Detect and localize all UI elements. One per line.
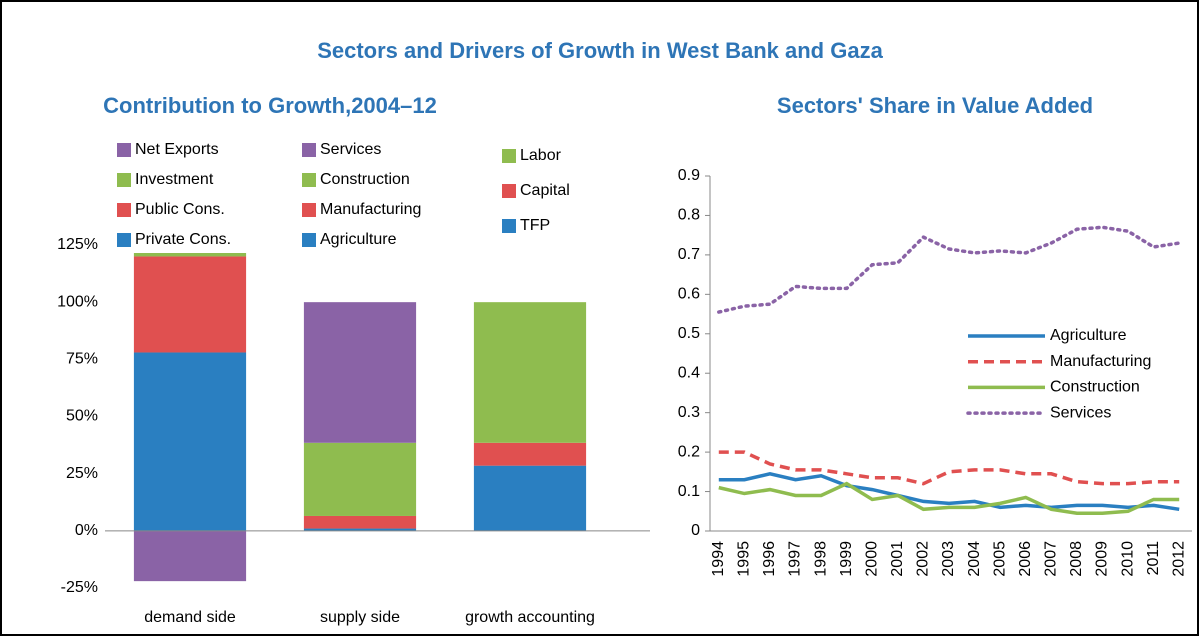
legend-swatch: [117, 173, 131, 187]
bar-segment: [303, 528, 417, 531]
y-tick-label: 0.9: [678, 167, 700, 184]
legend-label: TFP: [520, 217, 550, 234]
y-tick-label: 25%: [66, 465, 98, 482]
chart-title: Contribution to Growth,2004–12: [103, 93, 437, 118]
bar-segment: [303, 515, 417, 529]
bar-segment: [133, 530, 247, 582]
legend-label: Public Cons.: [135, 201, 225, 218]
y-tick-label: 100%: [57, 293, 98, 310]
legend-label: Services: [1050, 404, 1111, 421]
bar-segment: [473, 442, 587, 466]
y-tick-label: 0.3: [678, 404, 700, 421]
legend-label: Services: [320, 141, 381, 158]
line-series: [717, 225, 1181, 314]
bar-segment: [133, 253, 247, 257]
x-tick-label: 1996: [761, 541, 778, 577]
x-tick-label: 2002: [915, 541, 932, 577]
chart-title: Sectors' Share in Value Added: [777, 93, 1093, 118]
legend-label: Manufacturing: [1050, 353, 1151, 370]
legend-swatch: [302, 233, 316, 247]
legend-label: Construction: [320, 171, 410, 188]
x-tick-label: 2011: [1145, 541, 1162, 576]
x-tick-label: 2003: [940, 541, 957, 577]
legend-label: Net Exports: [135, 141, 219, 158]
x-tick-label: 2012: [1170, 541, 1187, 577]
legend-swatch: [302, 203, 316, 217]
legend-label: Private Cons.: [135, 231, 231, 248]
legend-swatch: [117, 143, 131, 157]
y-tick-label: 50%: [66, 408, 98, 425]
legend-swatch: [302, 173, 316, 187]
legend-label: Agriculture: [320, 231, 397, 248]
x-tick-label: 1997: [787, 541, 804, 577]
y-tick-label: 0.7: [678, 246, 700, 263]
line-series: [718, 450, 1180, 486]
y-tick-label: 0.2: [678, 443, 700, 460]
legend-swatch: [502, 184, 516, 198]
y-tick-label: 0.6: [678, 286, 700, 303]
legend-label: Construction: [1050, 379, 1140, 396]
line-series: [718, 472, 1180, 512]
y-tick-label: 0: [691, 522, 700, 539]
y-tick-label: 0.4: [678, 364, 700, 381]
y-tick-label: 125%: [57, 236, 98, 253]
y-tick-label: 0.8: [678, 207, 700, 224]
legend-label: Manufacturing: [320, 201, 421, 218]
bar-segment: [303, 442, 417, 516]
bar-segment: [133, 256, 247, 353]
x-tick-label: 1995: [736, 541, 753, 577]
x-tick-label: growth accounting: [465, 609, 595, 626]
legend-label: Capital: [520, 182, 570, 199]
x-tick-label: 2004: [966, 541, 983, 577]
x-tick-label: 1998: [812, 541, 829, 577]
y-tick-label: 0.5: [678, 325, 700, 342]
legend-label: Agriculture: [1050, 327, 1127, 344]
legend-swatch: [502, 149, 516, 163]
x-tick-label: 2000: [863, 541, 880, 577]
legend-swatch: [117, 203, 131, 217]
x-tick-label: 2010: [1119, 541, 1136, 577]
legend-swatch: [117, 233, 131, 247]
x-tick-label: 2007: [1043, 541, 1060, 577]
legend-label: Investment: [135, 171, 214, 188]
bar-segment: [133, 352, 247, 531]
x-tick-label: 2008: [1068, 541, 1085, 577]
y-tick-label: -25%: [61, 579, 98, 596]
line-series: [718, 481, 1180, 515]
legend-swatch: [302, 143, 316, 157]
bar-segment: [473, 465, 587, 531]
legend-label: Labor: [520, 147, 562, 164]
x-tick-label: 2005: [991, 541, 1008, 577]
x-tick-label: supply side: [320, 609, 400, 626]
bar-segment: [303, 302, 417, 443]
y-tick-label: 0.1: [678, 483, 700, 500]
legend-swatch: [502, 219, 516, 233]
x-tick-label: demand side: [144, 609, 236, 626]
x-tick-label: 1999: [838, 541, 855, 577]
y-tick-label: 75%: [66, 351, 98, 368]
x-tick-label: 1994: [710, 541, 727, 577]
x-tick-label: 2006: [1017, 541, 1034, 577]
bar-segment: [473, 302, 587, 443]
x-tick-label: 2009: [1094, 541, 1111, 577]
x-tick-label: 2001: [889, 541, 906, 577]
page-title: Sectors and Drivers of Growth in West Ba…: [317, 38, 883, 63]
y-tick-label: 0%: [75, 522, 98, 539]
